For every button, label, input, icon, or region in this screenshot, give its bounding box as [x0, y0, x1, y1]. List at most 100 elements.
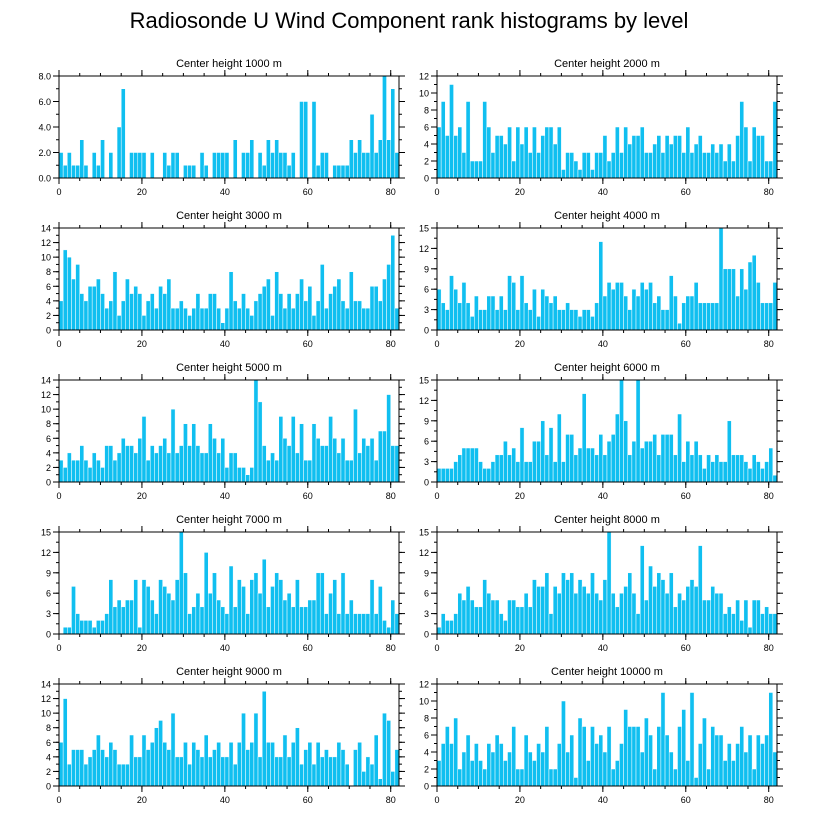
- y-tick-label: 8: [424, 714, 429, 724]
- x-tick-label: 80: [764, 339, 774, 349]
- histogram-bar: [478, 760, 483, 787]
- histogram-bar: [644, 717, 649, 787]
- histogram-bar: [536, 440, 541, 483]
- histogram-bar: [457, 768, 463, 787]
- histogram-bar: [257, 152, 263, 179]
- histogram-bar: [457, 592, 463, 635]
- histogram-bar: [457, 126, 463, 179]
- histogram-bar: [527, 751, 533, 787]
- histogram-bar: [772, 282, 778, 331]
- histogram-bar: [498, 613, 504, 635]
- histogram-bar: [112, 271, 118, 331]
- histogram-bar: [523, 461, 529, 483]
- histogram-bar: [627, 143, 633, 179]
- histogram-bar: [594, 743, 599, 787]
- histogram-bar: [461, 152, 467, 179]
- histogram-bar: [91, 286, 97, 331]
- histogram-bar: [353, 152, 358, 179]
- histogram-bar: [490, 599, 496, 635]
- histogram-bar: [224, 467, 230, 483]
- histogram-bar: [573, 777, 579, 787]
- histogram-bar: [760, 468, 765, 483]
- histogram-bar: [751, 768, 757, 787]
- histogram-bar: [203, 452, 209, 483]
- histogram-bar: [718, 143, 724, 179]
- histogram-bar: [548, 768, 554, 787]
- x-tick-label: 80: [386, 643, 396, 653]
- histogram-bar: [619, 379, 624, 483]
- histogram-bar: [166, 592, 172, 635]
- histogram-bar: [261, 691, 267, 787]
- histogram-bar: [386, 626, 391, 635]
- histogram-bar: [83, 165, 89, 179]
- histogram-bar: [386, 720, 391, 787]
- histogram-bar: [544, 454, 550, 483]
- histogram-bar: [511, 282, 517, 331]
- histogram-bar: [340, 749, 346, 787]
- histogram-bar: [722, 461, 728, 483]
- histogram-bar: [482, 101, 488, 179]
- y-tick-label: 15: [419, 528, 429, 538]
- histogram-bar: [373, 152, 379, 179]
- histogram-bar: [187, 613, 192, 635]
- histogram-bar: [187, 165, 192, 179]
- histogram-bar: [623, 420, 628, 483]
- histogram-bar: [677, 726, 682, 787]
- histogram-bar: [129, 152, 134, 179]
- histogram-bar: [162, 152, 168, 179]
- histogram-bar: [394, 749, 400, 787]
- histogram-bar: [120, 606, 126, 635]
- histogram-bar: [664, 309, 670, 331]
- y-tick-label: 2.0: [38, 148, 51, 158]
- histogram-bar: [216, 599, 221, 635]
- histogram-bar: [67, 452, 72, 483]
- histogram-bar: [83, 300, 89, 331]
- histogram-bar: [693, 282, 699, 331]
- histogram-panel: Center height 3000 m 0 2 4 6 8 10 12 14 0 20 40 60 80: [41, 210, 405, 349]
- histogram-bar: [100, 293, 105, 331]
- x-tick-label: 0: [56, 187, 61, 197]
- histogram-bar: [697, 135, 703, 179]
- histogram-bar: [199, 307, 205, 331]
- histogram-bar: [569, 434, 575, 483]
- histogram-bar: [602, 751, 608, 787]
- y-tick-label: 0: [424, 174, 429, 184]
- x-tick-label: 0: [434, 795, 439, 805]
- histogram-bar: [290, 307, 296, 331]
- histogram-bar: [394, 613, 400, 635]
- histogram-bar: [577, 169, 583, 179]
- histogram-bar: [445, 135, 450, 179]
- histogram-bar: [756, 461, 761, 483]
- histogram-bar: [295, 579, 300, 635]
- y-tick-label: 4: [46, 448, 51, 458]
- histogram-bar: [681, 461, 687, 483]
- histogram-bar: [532, 760, 537, 787]
- histogram-bar: [602, 295, 608, 331]
- histogram-bar: [532, 440, 537, 483]
- histogram-bar: [58, 742, 64, 787]
- histogram-bar: [718, 592, 724, 635]
- histogram-bar: [482, 768, 488, 787]
- histogram-bar: [245, 613, 250, 635]
- histogram-bar: [648, 440, 653, 483]
- histogram-bar: [689, 692, 695, 787]
- y-tick-label: 9: [424, 568, 429, 578]
- histogram-bar: [183, 423, 188, 483]
- histogram-bar: [644, 440, 649, 483]
- histogram-bar: [747, 734, 753, 787]
- histogram-bar: [290, 606, 296, 635]
- histogram-bar: [394, 307, 400, 331]
- panel-title: Center height 9000 m: [176, 666, 282, 678]
- histogram-bar: [336, 613, 342, 635]
- histogram-bar: [249, 742, 255, 787]
- histogram-bar: [573, 592, 579, 635]
- histogram-bar: [718, 734, 724, 787]
- histogram-bar: [274, 271, 280, 331]
- histogram-bar: [249, 315, 255, 331]
- histogram-bar: [681, 599, 687, 635]
- histogram-bar: [328, 756, 333, 787]
- y-tick-label: 6: [46, 282, 51, 292]
- histogram-bar: [461, 599, 467, 635]
- x-tick-label: 80: [764, 491, 774, 501]
